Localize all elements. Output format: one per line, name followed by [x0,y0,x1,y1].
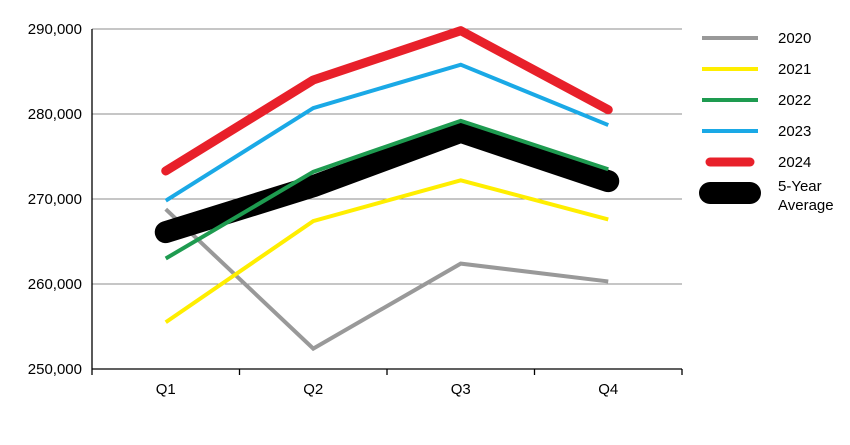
y-tick-label: 250,000 [28,361,82,378]
series-line-2024 [161,26,613,176]
series-lines [154,26,620,352]
x-tick-label: Q4 [598,381,618,398]
series-line-2023 [164,62,610,203]
x-tick-label: Q1 [156,381,176,398]
axes [91,29,683,375]
y-tick-label: 290,000 [28,21,82,38]
series-line-2020 [164,207,609,352]
series-line-5-year-average [154,120,620,244]
series-line-2022 [164,118,609,261]
gridlines [92,28,682,285]
legend-label: Average [778,197,834,214]
x-axis-ticks: Q1 Q2 Q3 Q4 [156,381,619,398]
y-axis-ticks: 250,000 260,000 270,000 280,000 290,000 [28,21,82,378]
x-tick-label: Q3 [451,381,471,398]
x-tick-label: Q2 [303,381,323,398]
legend-label: 2020 [778,30,811,47]
legend-label: 2021 [778,61,811,78]
y-tick-label: 280,000 [28,106,82,123]
legend: 2020 2021 2022 2023 2024 5-Year Average [699,30,834,214]
legend-label: 2022 [778,92,811,109]
series-line-2021 [164,178,609,324]
y-tick-label: 270,000 [28,191,82,208]
legend-label: 5-Year [778,178,822,195]
y-tick-label: 260,000 [28,276,82,293]
legend-label: 2023 [778,123,811,140]
legend-label: 2024 [778,154,811,171]
